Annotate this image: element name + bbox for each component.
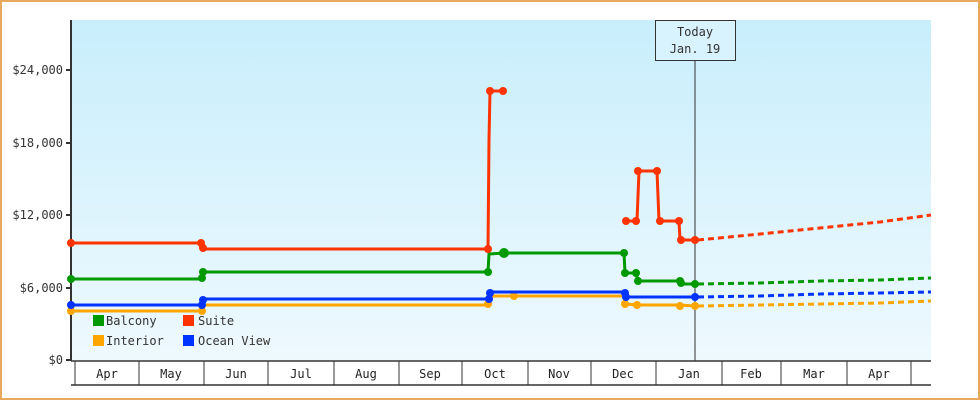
y-tick-label: $6,000 — [20, 281, 63, 295]
legend-swatch — [183, 315, 194, 326]
month-label: Aug — [355, 367, 377, 381]
today-box — [655, 20, 736, 61]
y-tick-label: $24,000 — [12, 63, 63, 77]
month-label: Jun — [225, 367, 247, 381]
legend-item-interior: Interior — [93, 334, 164, 348]
y-tick-label: $12,000 — [12, 208, 63, 222]
legend-swatch — [93, 335, 104, 346]
month-label: Apr — [96, 367, 118, 381]
legend-label: Ocean View — [198, 334, 271, 348]
legend-label: Interior — [106, 334, 164, 348]
y-tick-label: $0 — [49, 353, 63, 367]
month-label: Jul — [290, 367, 312, 381]
y-axis-ticks: $24,000 $18,000 $12,000 $6,000 $0 — [12, 63, 71, 367]
month-label: Apr — [868, 367, 890, 381]
legend-label: Balcony — [106, 314, 157, 328]
legend-label: Suite — [198, 314, 234, 328]
legend-item-balcony: Balcony — [93, 314, 157, 328]
month-label: Mar — [803, 367, 825, 381]
today-date: Jan. 19 — [670, 42, 721, 56]
legend-swatch — [93, 315, 104, 326]
y-tick-label: $18,000 — [12, 136, 63, 150]
legend-swatch — [183, 335, 194, 346]
today-label: Today — [677, 25, 713, 39]
month-label: Sep — [419, 367, 441, 381]
month-label: Dec — [612, 367, 634, 381]
series-ocean-view — [67, 289, 932, 309]
series-suite — [67, 87, 932, 253]
legend: Balcony Suite Interior Ocean View — [93, 314, 271, 348]
legend-item-ocean-view: Ocean View — [183, 334, 271, 348]
month-label: Jan — [678, 367, 700, 381]
month-label: Feb — [740, 367, 762, 381]
legend-item-suite: Suite — [183, 314, 234, 328]
month-label: Nov — [548, 367, 570, 381]
plot-area — [72, 20, 931, 360]
x-axis-months: Apr May Jun Jul Aug Sep Oct Nov Dec Jan … — [71, 360, 931, 386]
month-label: Oct — [484, 367, 506, 381]
today-marker: Today Jan. 19 — [655, 20, 736, 361]
series-balcony — [67, 248, 932, 288]
month-label: May — [160, 367, 182, 381]
